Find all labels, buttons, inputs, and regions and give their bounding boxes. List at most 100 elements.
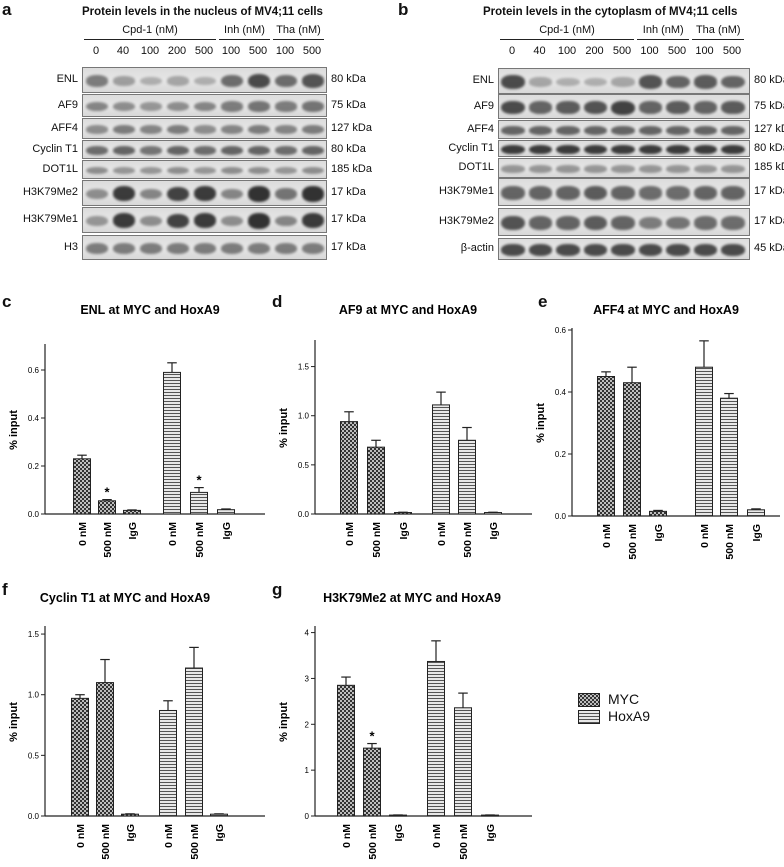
x-tick-label: IgG bbox=[485, 824, 497, 842]
blot-strip bbox=[498, 94, 750, 119]
blot-strip bbox=[82, 180, 327, 206]
protein-band bbox=[139, 125, 163, 134]
protein-band bbox=[112, 101, 136, 112]
protein-band bbox=[721, 125, 745, 136]
panel-label-f: f bbox=[2, 580, 8, 599]
protein-band bbox=[301, 124, 325, 135]
protein-band bbox=[193, 166, 217, 175]
x-tick-label: 500 nM bbox=[462, 522, 474, 558]
x-tick-label: 500 nM bbox=[102, 522, 114, 558]
bar-chart-enl: ENL at MYC and HoxA9 0.0 0.2 0.4 0.6 % input 0… bbox=[8, 303, 265, 558]
protein-label: ENL bbox=[472, 74, 494, 86]
lane-label: 500 bbox=[612, 45, 632, 57]
legend-swatch-hoxa9 bbox=[578, 710, 600, 724]
lane-label: 0 bbox=[92, 45, 100, 57]
lane-label: 100 bbox=[695, 45, 714, 57]
molecular-weight-label: 17 kDa bbox=[331, 213, 366, 225]
lane-label: 40 bbox=[533, 45, 546, 57]
protein-band bbox=[166, 213, 190, 229]
x-tick-label: IgG bbox=[214, 824, 226, 842]
lane-label: 0 bbox=[508, 45, 516, 57]
protein-band bbox=[501, 165, 525, 173]
molecular-weight-label: 80 kDa bbox=[754, 141, 784, 154]
protein-label: DOT1L bbox=[42, 162, 78, 175]
y-tick-label: 1 bbox=[305, 766, 310, 775]
protein-band bbox=[721, 216, 745, 230]
protein-band bbox=[166, 243, 190, 254]
blot-strip bbox=[498, 158, 750, 178]
panel-label-c: c bbox=[2, 292, 12, 311]
protein-band bbox=[139, 146, 163, 155]
protein-band bbox=[139, 215, 163, 227]
protein-band bbox=[193, 146, 217, 155]
bar bbox=[623, 382, 641, 517]
protein-band bbox=[274, 215, 298, 227]
protein-band bbox=[193, 213, 217, 229]
lane-label: 200 bbox=[167, 45, 187, 57]
protein-band bbox=[638, 125, 663, 136]
significance-mark: * bbox=[369, 729, 375, 744]
x-tick-label: IgG bbox=[488, 522, 500, 540]
protein-band bbox=[501, 215, 525, 231]
protein-band bbox=[166, 186, 190, 202]
bar bbox=[121, 813, 139, 817]
protein-band bbox=[301, 74, 325, 88]
bar-chart-h3k79me2: H3K79Me2 at MYC and HoxA9 0 1 2 3 4 % input 0 n… bbox=[278, 591, 532, 860]
molecular-weight-label: 127 kDa bbox=[754, 122, 784, 135]
bar bbox=[217, 509, 235, 515]
y-tick-label: 0.0 bbox=[555, 512, 567, 521]
legend-label-myc: MYC bbox=[608, 691, 640, 707]
y-tick-label: 0.2 bbox=[555, 450, 567, 459]
protein-label: Cyclin T1 bbox=[32, 142, 78, 155]
protein-band bbox=[85, 243, 109, 254]
protein-band bbox=[528, 244, 553, 256]
protein-band bbox=[611, 144, 635, 155]
protein-band bbox=[85, 125, 109, 134]
molecular-weight-label: 80 kDa bbox=[331, 73, 366, 85]
protein-band bbox=[556, 216, 580, 230]
protein-band bbox=[666, 144, 690, 155]
protein-band bbox=[611, 216, 635, 230]
protein-band bbox=[139, 76, 163, 86]
protein-band bbox=[220, 101, 244, 112]
protein-band bbox=[638, 186, 663, 200]
bar bbox=[747, 509, 765, 517]
lane-group-line bbox=[218, 39, 271, 40]
blot-strip bbox=[82, 235, 327, 260]
bar bbox=[340, 421, 358, 515]
bar bbox=[363, 747, 381, 817]
y-tick-label: 4 bbox=[305, 629, 310, 638]
protein-label: H3K79Me2 bbox=[22, 186, 78, 198]
protein-band bbox=[220, 145, 244, 156]
x-tick-label: 500 nM bbox=[189, 824, 201, 860]
x-tick-label: 0 nM bbox=[699, 524, 711, 548]
bar bbox=[185, 667, 203, 817]
protein-band bbox=[112, 186, 136, 202]
y-axis-label: % input bbox=[536, 403, 547, 443]
protein-band bbox=[611, 186, 635, 200]
protein-band bbox=[301, 213, 325, 229]
y-tick-label: 0.5 bbox=[298, 461, 310, 470]
y-axis-label: % input bbox=[278, 702, 290, 742]
protein-band bbox=[139, 102, 163, 111]
lane-label: 500 bbox=[248, 45, 268, 57]
bar bbox=[123, 509, 141, 515]
protein-band bbox=[611, 77, 635, 87]
x-tick-label: 0 nM bbox=[344, 522, 356, 546]
y-tick-label: 0.6 bbox=[555, 326, 567, 335]
protein-band bbox=[556, 244, 580, 256]
blot-strip bbox=[498, 208, 750, 236]
y-tick-label: 0.0 bbox=[28, 812, 40, 821]
protein-band bbox=[693, 101, 718, 114]
y-tick-label: 1.0 bbox=[28, 691, 40, 700]
y-tick-label: 3 bbox=[305, 674, 310, 683]
protein-band bbox=[721, 165, 745, 173]
x-tick-label: 500 nM bbox=[367, 824, 379, 860]
blot-strip bbox=[498, 178, 750, 206]
bar bbox=[427, 660, 445, 817]
y-tick-label: 0.0 bbox=[298, 510, 310, 519]
protein-band bbox=[528, 144, 553, 155]
protein-band bbox=[85, 101, 109, 112]
protein-band bbox=[112, 124, 136, 135]
molecular-weight-label: 17 kDa bbox=[754, 185, 784, 197]
